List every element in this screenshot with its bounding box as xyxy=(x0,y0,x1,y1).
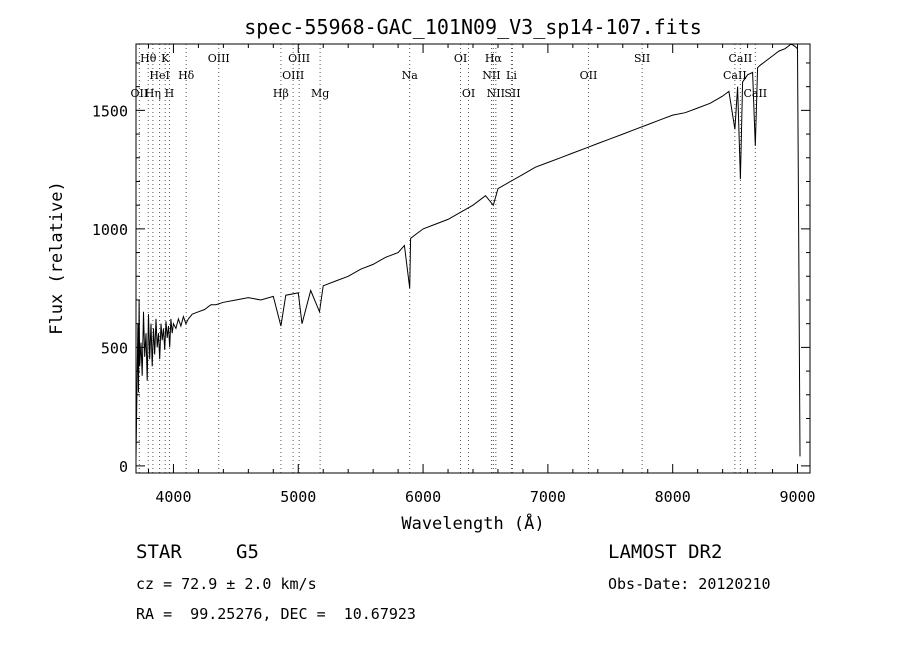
line-label: CaII xyxy=(729,52,753,65)
line-label: CaII xyxy=(723,69,747,82)
spectrum-line xyxy=(135,43,801,459)
observation-date: Obs-Date: 20120210 xyxy=(608,575,771,593)
x-tick-label: 5000 xyxy=(280,488,316,506)
line-label: Hβ xyxy=(273,87,289,100)
y-tick-label: 500 xyxy=(101,339,128,357)
line-label: OI xyxy=(462,87,475,100)
object-class: STAR xyxy=(136,541,182,563)
line-label: K xyxy=(161,52,170,65)
y-axis-label: Flux (relative) xyxy=(47,181,67,335)
chart-title: spec-55968-GAC_101N09_V3_sp14-107.fits xyxy=(244,15,702,39)
survey-name: LAMOST DR2 xyxy=(608,541,723,563)
line-label: Li xyxy=(506,69,517,82)
line-label: OII xyxy=(580,69,598,82)
line-label: H xyxy=(165,87,175,100)
line-label: Mg xyxy=(311,87,329,100)
line-label: OIII xyxy=(208,52,230,65)
line-label: Hθ xyxy=(140,52,157,65)
line-label: SII xyxy=(634,52,650,65)
x-tick-label: 8000 xyxy=(655,488,691,506)
x-tick-label: 7000 xyxy=(530,488,566,506)
line-label: SII xyxy=(504,87,520,100)
line-label: OI xyxy=(454,52,467,65)
line-label: NII xyxy=(487,87,505,100)
line-label: Hα xyxy=(485,52,503,65)
plot-frame xyxy=(135,43,811,474)
line-label: OIII xyxy=(282,69,304,82)
line-label: HeI xyxy=(149,69,169,82)
x-axis-label: Wavelength (Å) xyxy=(401,512,544,534)
x-tick-label: 9000 xyxy=(779,488,815,506)
line-label: OII xyxy=(131,87,149,100)
x-tick-label: 4000 xyxy=(155,488,191,506)
line-label: Na xyxy=(402,69,419,82)
axes: 4000 5000 6000 7000 8000 9000 0 500 1000 1500 xyxy=(92,44,816,506)
line-label: NII xyxy=(482,69,500,82)
redshift-value: cz = 72.9 ± 2.0 km/s xyxy=(136,575,317,593)
y-tick-label: 1000 xyxy=(92,221,128,239)
x-tick-label: 6000 xyxy=(405,488,441,506)
line-label: CaII xyxy=(743,87,767,100)
line-label: Hη xyxy=(145,87,161,100)
coordinates: RA = 99.25276, DEC = 10.67923 xyxy=(136,605,416,623)
y-tick-label: 1500 xyxy=(92,102,128,120)
line-label: OIII xyxy=(288,52,310,65)
subclass: G5 xyxy=(236,541,259,563)
y-tick-label: 0 xyxy=(119,458,128,476)
line-label: Hδ xyxy=(178,69,195,82)
